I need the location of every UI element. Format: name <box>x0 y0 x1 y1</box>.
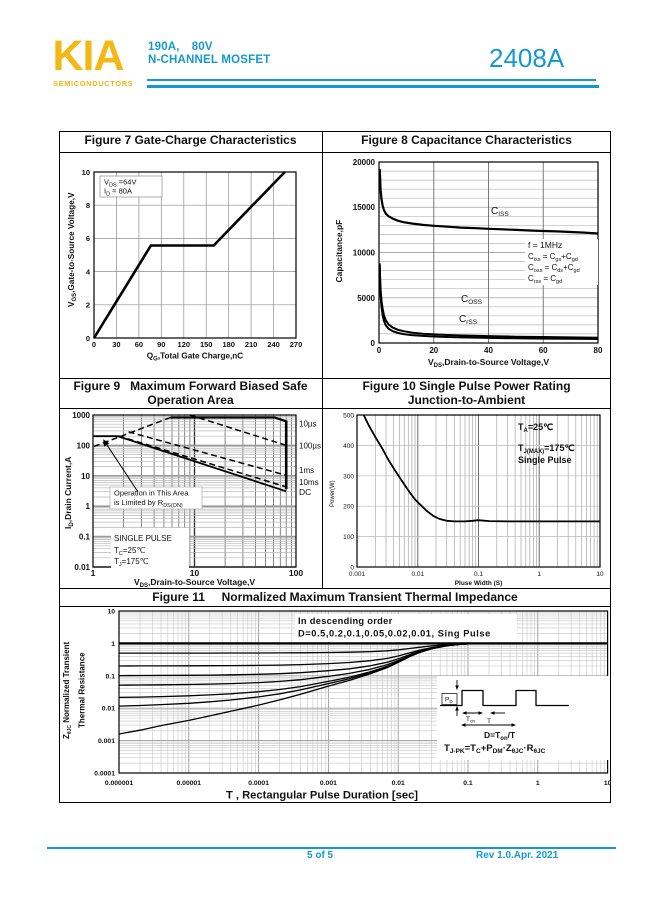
svg-text:100: 100 <box>77 441 91 450</box>
svg-text:0.1: 0.1 <box>463 780 473 787</box>
svg-text:Ciss = Cgs+Cgd: Ciss = Cgs+Cgd <box>528 252 578 263</box>
svg-text:D=Ton/T: D=Ton/T <box>484 730 516 742</box>
svg-text:500: 500 <box>343 413 354 420</box>
svg-text:0.01: 0.01 <box>102 706 115 713</box>
svg-text:0.01: 0.01 <box>74 563 90 572</box>
svg-text:0: 0 <box>86 334 90 343</box>
svg-text:TJ=175℃: TJ=175℃ <box>114 557 149 568</box>
svg-text:5000: 5000 <box>357 294 375 303</box>
svg-text:D=0.5,0.2,0.1,0.05,0.02,0.01,: D=0.5,0.2,0.1,0.05,0.02,0.01, Sing Pulse <box>298 629 491 639</box>
svg-text:Capacitance,pF: Capacitance,pF <box>334 220 344 283</box>
svg-text:0.001: 0.001 <box>349 571 366 578</box>
svg-text:T , Rectangular Pulse Duration: T , Rectangular Pulse Duration [sec] <box>226 790 418 802</box>
svg-text:T: T <box>487 718 491 725</box>
svg-text:Operation in This Area: Operation in This Area <box>114 489 189 498</box>
svg-text:240: 240 <box>267 340 280 349</box>
svg-text:10: 10 <box>604 780 611 787</box>
svg-text:1ms: 1ms <box>299 466 314 475</box>
svg-text:1000: 1000 <box>72 411 90 420</box>
svg-text:0.1: 0.1 <box>474 571 483 578</box>
svg-text:0.1: 0.1 <box>79 533 91 542</box>
svg-text:0.01: 0.01 <box>392 780 405 787</box>
svg-text:VDS,Drain-to-Source Voltage,V: VDS,Drain-to-Source Voltage,V <box>428 357 549 369</box>
svg-text:0.0001: 0.0001 <box>94 771 115 778</box>
svg-text:6: 6 <box>86 234 90 243</box>
svg-text:ID = 80A: ID = 80A <box>104 187 132 198</box>
svg-text:120: 120 <box>178 340 191 349</box>
svg-text:270: 270 <box>290 340 303 349</box>
svg-text:0: 0 <box>371 339 376 348</box>
svg-text:is Limited by RDS(ON): is Limited by RDS(ON) <box>114 498 183 509</box>
svg-text:SINGLE PULSE: SINGLE PULSE <box>114 534 172 543</box>
svg-text:10ms: 10ms <box>299 478 319 487</box>
svg-text:0.01: 0.01 <box>411 571 424 578</box>
svg-text:30: 30 <box>112 340 120 349</box>
svg-text:1: 1 <box>91 568 96 578</box>
svg-text:4: 4 <box>86 267 91 276</box>
svg-text:90: 90 <box>157 340 165 349</box>
svg-text:0.00001: 0.00001 <box>177 780 202 787</box>
svg-text:20000: 20000 <box>353 158 376 167</box>
svg-text:60: 60 <box>539 346 548 355</box>
svg-text:0.000001: 0.000001 <box>105 780 134 787</box>
svg-text:Ton: Ton <box>466 716 475 724</box>
svg-text:10: 10 <box>190 568 200 578</box>
svg-text:210: 210 <box>245 340 258 349</box>
svg-text:2: 2 <box>86 301 90 310</box>
svg-text:0: 0 <box>92 340 96 349</box>
svg-text:TC=25℃: TC=25℃ <box>114 546 145 557</box>
svg-text:10: 10 <box>81 472 90 481</box>
svg-text:180: 180 <box>222 340 235 349</box>
svg-text:0: 0 <box>377 346 382 355</box>
svg-text:8: 8 <box>86 201 90 210</box>
svg-text:150: 150 <box>200 340 213 349</box>
svg-text:10µs: 10µs <box>299 420 317 429</box>
svg-text:In descending order: In descending order <box>298 616 393 626</box>
svg-text:1: 1 <box>111 641 115 648</box>
svg-text:15000: 15000 <box>353 203 376 212</box>
svg-text:100: 100 <box>289 568 303 578</box>
svg-text:0.1: 0.1 <box>106 673 116 680</box>
svg-text:60: 60 <box>135 340 143 349</box>
svg-text:80: 80 <box>594 346 603 355</box>
svg-text:VDS,Drain-to-Source Voltage,V: VDS,Drain-to-Source Voltage,V <box>134 577 255 588</box>
svg-text:10: 10 <box>107 609 115 616</box>
svg-text:0.001: 0.001 <box>320 780 337 787</box>
svg-text:40: 40 <box>484 346 493 355</box>
svg-text:COSS: COSS <box>461 294 483 306</box>
svg-text:0: 0 <box>350 565 354 572</box>
svg-text:Single Pulse: Single Pulse <box>518 455 572 465</box>
svg-text:ZθJC Normalized Transient: ZθJC Normalized Transient <box>62 642 73 739</box>
svg-text:1: 1 <box>537 571 541 578</box>
svg-text:Crss = Cgd: Crss = Cgd <box>528 274 562 285</box>
svg-text:0.0001: 0.0001 <box>248 780 269 787</box>
svg-text:100µs: 100µs <box>299 441 321 450</box>
svg-text:f = 1MHz: f = 1MHz <box>528 240 562 250</box>
svg-text:VGS,Gate-to-Source Voltage,V: VGS,Gate-to-Source Voltage,V <box>67 192 78 307</box>
svg-text:TA=25℃: TA=25℃ <box>518 422 553 434</box>
svg-text:1: 1 <box>86 502 91 511</box>
svg-text:Pluse Width (S): Pluse Width (S) <box>455 580 503 587</box>
svg-text:QG,Total Gate Charge,nC: QG,Total Gate Charge,nC <box>147 352 244 363</box>
svg-text:400: 400 <box>343 443 354 450</box>
svg-text:10: 10 <box>82 168 90 177</box>
svg-text:20: 20 <box>429 346 438 355</box>
svg-text:Thermal Resistance: Thermal Resistance <box>78 652 87 728</box>
svg-text:300: 300 <box>343 473 354 480</box>
svg-text:200: 200 <box>343 504 354 511</box>
svg-text:10000: 10000 <box>353 249 376 258</box>
svg-text:100: 100 <box>343 534 354 541</box>
svg-text:PD: PD <box>445 697 453 705</box>
svg-text:Coss = Cds+Cgd: Coss = Cds+Cgd <box>528 263 580 274</box>
svg-text:TJ(MAX)=175℃: TJ(MAX)=175℃ <box>518 443 575 455</box>
svg-text:DC: DC <box>299 487 311 497</box>
svg-text:VDS =64V: VDS =64V <box>104 178 136 189</box>
svg-text:10: 10 <box>596 571 604 578</box>
svg-text:Power(W): Power(W) <box>330 480 336 507</box>
svg-text:1: 1 <box>536 780 540 787</box>
svg-text:0.001: 0.001 <box>98 738 115 745</box>
svg-text:ID,Drain Current,A: ID,Drain Current,A <box>63 457 75 529</box>
svg-text:CISS: CISS <box>491 206 509 218</box>
